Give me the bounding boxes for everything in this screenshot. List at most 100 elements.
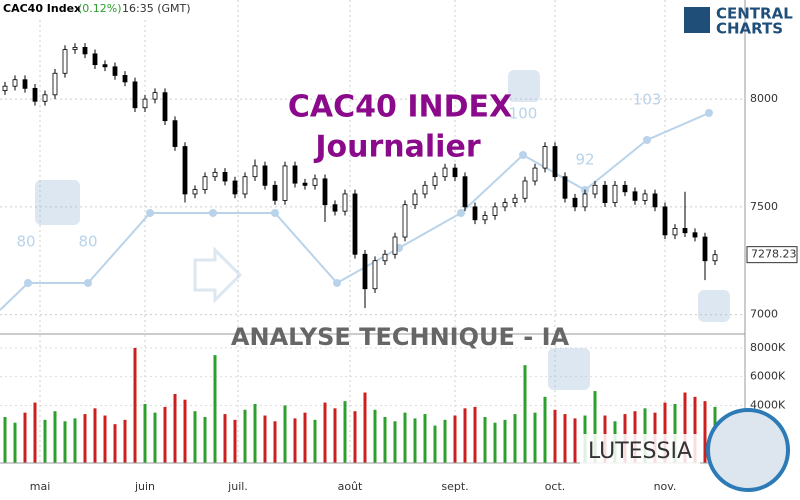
- candle-body: [302, 182, 308, 186]
- volume-bar: [213, 355, 217, 463]
- volume-bar: [543, 396, 547, 463]
- candle-body: [132, 81, 138, 109]
- volume-bar: [573, 418, 577, 463]
- volume-bar: [473, 406, 477, 463]
- volume-bar: [703, 401, 707, 463]
- candle-body: [602, 184, 608, 203]
- indicator-dot: [209, 209, 217, 217]
- volume-bar: [443, 419, 447, 463]
- candle-body: [112, 66, 118, 76]
- volume-bar: [513, 414, 517, 463]
- x-tick-label: nov.: [654, 480, 677, 493]
- candle-body: [52, 72, 58, 96]
- candle-body: [562, 176, 568, 199]
- volume-bar: [363, 392, 367, 463]
- candle-body: [142, 98, 148, 109]
- candle-body: [422, 184, 428, 195]
- y-tick-label: 4000K: [750, 398, 786, 411]
- icons: [35, 70, 730, 390]
- candle-body: [32, 87, 38, 102]
- candle-body: [592, 184, 598, 195]
- candle-body: [22, 79, 28, 89]
- candle-body: [382, 253, 388, 262]
- y-tick-label: 7500: [750, 200, 778, 213]
- indicator-dot: [146, 209, 154, 217]
- volume-bar: [553, 409, 557, 463]
- indicator-dot: [24, 279, 32, 287]
- volume-bar: [533, 412, 537, 463]
- candle-body: [412, 193, 418, 206]
- candle-body: [692, 232, 698, 238]
- volume-bar: [343, 401, 347, 463]
- candle-body: [282, 165, 288, 201]
- header-bg: [0, 0, 200, 17]
- last-price-label: 7278.23: [751, 248, 797, 261]
- x-tick-label: juil.: [227, 480, 248, 493]
- indicator-dots: [24, 109, 713, 287]
- candle-body: [12, 79, 18, 87]
- brand-face: [706, 408, 790, 492]
- indicator-dot: [457, 209, 465, 217]
- volume-bar: [673, 404, 677, 463]
- volume-bar: [283, 405, 287, 463]
- volume-bar: [523, 365, 527, 463]
- volume-bar: [153, 412, 157, 463]
- candle-body: [492, 206, 498, 216]
- y-tick-label: 6000K: [750, 370, 786, 383]
- candle-body: [482, 215, 488, 221]
- candle-body: [552, 146, 558, 178]
- logo-icon: [684, 7, 710, 33]
- candle-body: [392, 236, 398, 255]
- volume-bar: [133, 347, 137, 463]
- volume-bar: [273, 421, 277, 463]
- volume-bar: [63, 421, 67, 463]
- volume-bar: [13, 422, 17, 463]
- candle-body: [62, 49, 68, 74]
- x-tick-label: août: [338, 480, 363, 493]
- candle-body: [472, 206, 478, 221]
- candle-body: [252, 165, 258, 178]
- candle-body: [312, 178, 318, 186]
- watermark-banner: ANALYSE TECHNIQUE - IA: [231, 323, 570, 351]
- indicator-dot: [84, 279, 92, 287]
- volume-bar: [413, 418, 417, 463]
- candle-body: [192, 189, 198, 195]
- volume-bar: [293, 418, 297, 463]
- volume-bar: [433, 425, 437, 463]
- volume-bar: [193, 411, 197, 463]
- candle-body: [272, 184, 278, 201]
- candle-body: [542, 146, 548, 169]
- candle-body: [712, 254, 718, 262]
- volume-bar: [93, 408, 97, 463]
- indicator-dot: [643, 136, 651, 144]
- candle-body: [92, 53, 98, 66]
- candle-body: [232, 180, 238, 195]
- volume-bar: [663, 402, 667, 463]
- brand-box: [580, 434, 700, 470]
- y-tick-label: 8000: [750, 92, 778, 105]
- volume-bar: [33, 402, 37, 463]
- volume-bar: [503, 419, 507, 463]
- grid: [0, 0, 745, 463]
- volume-bar: [593, 391, 597, 463]
- candle-body: [182, 146, 188, 195]
- brand: LUTESSIA: [588, 439, 692, 464]
- volume-bar: [693, 396, 697, 463]
- candle-body: [262, 165, 268, 186]
- indicator-label: 80: [78, 233, 97, 251]
- candle-body: [432, 176, 438, 186]
- candle-body: [402, 204, 408, 238]
- logo-line2: CHARTS: [716, 20, 783, 38]
- candle-body: [632, 191, 638, 201]
- header-name: CAC40 Index: [3, 2, 81, 15]
- candle-body: [662, 206, 668, 236]
- watermark-subtitle: Journalier: [313, 130, 480, 165]
- candle-body: [512, 197, 518, 203]
- candle-body: [162, 92, 168, 122]
- candle-body: [152, 92, 158, 100]
- candle-body: [212, 171, 218, 178]
- y-tick-label: 7000: [750, 308, 778, 321]
- volume-bar: [323, 402, 327, 463]
- candle-body: [332, 204, 338, 212]
